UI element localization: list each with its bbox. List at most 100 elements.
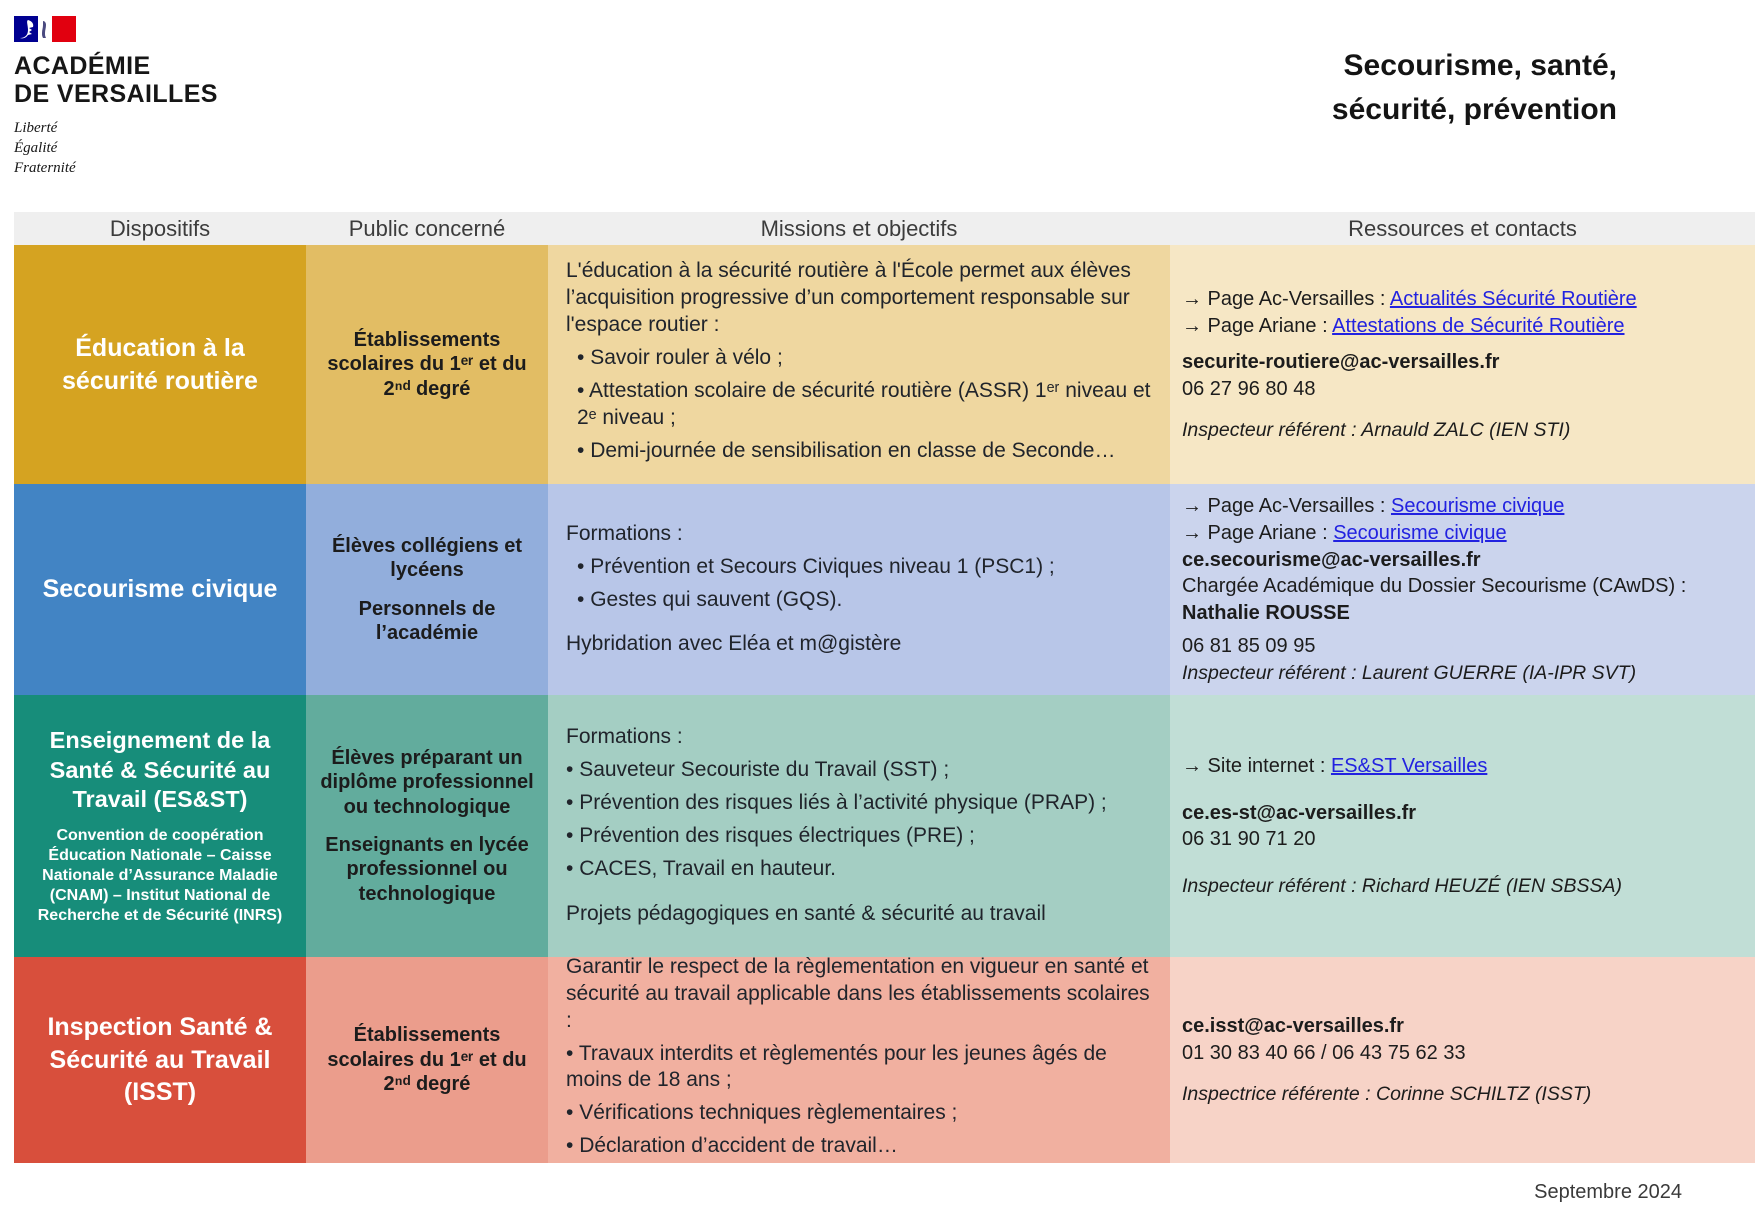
page-title: Secourisme, santé, sécurité, prévention: [1332, 44, 1617, 132]
motto-egalite: Égalité: [14, 139, 58, 156]
academy-name-line1: ACADÉMIE: [14, 52, 151, 80]
link-secourisme-civique-ariane[interactable]: Secourisme civique: [1333, 521, 1507, 544]
cell-r2-missions: Formations : Prévention et Secours Civiq…: [548, 484, 1170, 695]
cell-r2-public: Élèves collégiens et lycéens Personnels …: [306, 484, 548, 695]
contact-link-line: → Site internet : ES&ST Versailles: [1182, 753, 1745, 780]
contact-phone: 06 81 85 09 95: [1182, 635, 1316, 658]
column-header-dispositifs: Dispositifs: [14, 212, 306, 245]
contact-email: securite-routiere@ac-versailles.fr: [1182, 351, 1500, 374]
contact-referent: Inspecteur référent : Arnauld ZALC (IEN …: [1182, 419, 1571, 442]
missions-intro: Formations :: [566, 521, 683, 545]
missions-bullet: Sauveteur Secouriste du Travail (SST) ;: [566, 757, 1154, 784]
column-header-missions: Missions et objectifs: [548, 212, 1170, 245]
row-title: Éducation à la sécurité routière: [62, 334, 258, 395]
page-title-line1: Secourisme, santé,: [1343, 49, 1617, 82]
french-flag-icon: [14, 16, 76, 42]
missions-bullet: Prévention des risques électriques (PRE)…: [566, 823, 1154, 850]
cell-r4-dispositif: Inspection Santé & Sécurité au Travail (…: [14, 957, 306, 1163]
missions-bullet: Vérifications techniques règlementaires …: [566, 1100, 1154, 1127]
row-title: Inspection Santé & Sécurité au Travail (…: [47, 1013, 273, 1107]
contact-link-line: → Page Ariane : Attestations de Sécurité…: [1182, 313, 1745, 340]
cell-r1-missions: L'éducation à la sécurité routière à l'É…: [548, 245, 1170, 484]
contact-link-line: → Page Ariane : Secourisme civique: [1182, 520, 1745, 547]
missions-intro: L'éducation à la sécurité routière à l'É…: [566, 259, 1131, 337]
public-line: Enseignants en lycée professionnel ou te…: [325, 834, 529, 905]
cell-r4-public: Établissements scolaires du 1ᵉʳ et du 2ⁿ…: [306, 957, 548, 1163]
link-prefix: → Page Ariane :: [1182, 521, 1334, 544]
cell-r3-contacts: → Site internet : ES&ST Versailles ce.es…: [1170, 695, 1755, 957]
missions-bullets: Travaux interdits et règlementés pour le…: [566, 1035, 1154, 1163]
cell-r1-public: Établissements scolaires du 1ᵉʳ et du 2ⁿ…: [306, 245, 548, 484]
contact-phone: 06 31 90 71 20: [1182, 828, 1316, 851]
missions-bullets: Sauveteur Secouriste du Travail (SST) ; …: [566, 751, 1154, 889]
contact-email: ce.es-st@ac-versailles.fr: [1182, 801, 1417, 824]
contact-email: ce.secourisme@ac-versailles.fr: [1182, 548, 1481, 571]
column-header-label: Public concerné: [348, 215, 506, 241]
missions-bullet: Prévention des risques liés à l’activité…: [566, 790, 1154, 817]
missions-bullets: Prévention et Secours Civiques niveau 1 …: [566, 548, 1154, 620]
cell-r4-contacts: ce.isst@ac-versailles.fr 01 30 83 40 66 …: [1170, 957, 1755, 1163]
link-prefix: → Site internet :: [1182, 754, 1331, 777]
column-header-label: Missions et objectifs: [760, 215, 958, 241]
contact-phone: 06 27 96 80 48: [1182, 378, 1316, 401]
missions-bullet: Prévention et Secours Civiques niveau 1 …: [577, 554, 1154, 581]
cell-r4-missions: Garantir le respect de la règlementation…: [548, 957, 1170, 1163]
cell-r1-contacts: → Page Ac-Versailles : Actualités Sécuri…: [1170, 245, 1755, 484]
contact-cawds-name: Nathalie ROUSSE: [1182, 602, 1350, 625]
cell-r3-public: Élèves préparant un diplôme professionne…: [306, 695, 548, 957]
missions-intro: Garantir le respect de la règlementation…: [566, 957, 1150, 1032]
contact-referent: Inspecteur référent : Richard HEUZÉ (IEN…: [1182, 875, 1622, 898]
column-header-ressources: Ressources et contacts: [1170, 212, 1755, 245]
cell-r3-dispositif: Enseignement de la Santé & Sécurité au T…: [14, 695, 306, 957]
missions-outro: Hybridation avec Eléa et m@gistère: [566, 632, 902, 656]
contact-phone: 01 30 83 40 66 / 06 43 75 62 33: [1182, 1041, 1466, 1064]
motto-liberte: Liberté: [14, 120, 58, 136]
public-line: Personnels de l’académie: [358, 597, 496, 644]
missions-bullet: Savoir rouler à vélo ;: [577, 345, 1154, 372]
cell-r2-dispositif: Secourisme civique: [14, 484, 306, 695]
missions-bullet: CACES, Travail en hauteur.: [566, 856, 1154, 883]
contact-link-line: → Page Ac-Versailles : Secourisme civiqu…: [1182, 493, 1745, 520]
contact-referent: Inspecteur référent : Laurent GUERRE (IA…: [1182, 661, 1637, 684]
link-attestations-securite-routiere[interactable]: Attestations de Sécurité Routière: [1332, 314, 1625, 337]
column-header-public: Public concerné: [306, 212, 548, 245]
contact-link-line: → Page Ac-Versailles : Actualités Sécuri…: [1182, 286, 1745, 313]
republic-motto: Liberté Égalité Fraternité: [14, 119, 218, 178]
missions-bullet: Attestation scolaire de sécurité routièr…: [577, 378, 1154, 432]
public-line: Élèves collégiens et lycéens: [331, 534, 523, 582]
contact-cawds-label: Chargée Académique du Dossier Secourisme…: [1182, 575, 1687, 598]
public-line: Établissements scolaires du 1ᵉʳ et du 2ⁿ…: [327, 1024, 527, 1096]
footer-date: Septembre 2024: [1534, 1181, 1682, 1203]
academy-name-line2: DE VERSAILLES: [14, 80, 218, 108]
academy-branding: ACADÉMIE DE VERSAILLES Liberté Égalité F…: [14, 16, 218, 178]
page-title-line2: sécurité, prévention: [1331, 93, 1617, 126]
missions-bullets: Savoir rouler à vélo ; Attestation scola…: [566, 339, 1154, 471]
missions-outro: Projets pédagogiques en santé & sécurité…: [566, 901, 1046, 925]
link-secourisme-civique-acversailles[interactable]: Secourisme civique: [1390, 495, 1565, 518]
missions-bullet: Gestes qui sauvent (GQS).: [577, 587, 1154, 614]
link-prefix: → Page Ac-Versailles :: [1182, 287, 1390, 310]
row-subtitle: Convention de coopération Éducation Nati…: [37, 827, 283, 924]
motto-fraternite: Fraternité: [14, 159, 76, 176]
row-title: Secourisme civique: [42, 575, 278, 604]
public-line: Élèves préparant un diplôme professionne…: [320, 746, 534, 818]
link-prefix: → Page Ariane :: [1182, 314, 1333, 337]
link-actualites-securite-routiere[interactable]: Actualités Sécurité Routière: [1389, 287, 1637, 310]
link-prefix: → Page Ac-Versailles :: [1182, 495, 1391, 518]
academy-name: ACADÉMIE DE VERSAILLES: [14, 52, 218, 108]
cell-r2-contacts: → Page Ac-Versailles : Secourisme civiqu…: [1170, 484, 1755, 695]
column-header-label: Dispositifs: [109, 215, 211, 241]
contact-referent: Inspectrice référente : Corinne SCHILTZ …: [1182, 1082, 1592, 1105]
column-header-label: Ressources et contacts: [1348, 215, 1577, 241]
cell-r1-dispositif: Éducation à la sécurité routière: [14, 245, 306, 484]
row-title: Enseignement de la Santé & Sécurité au T…: [49, 727, 271, 813]
missions-intro: Formations :: [566, 725, 683, 749]
missions-bullet: Travaux interdits et règlementés pour le…: [566, 1041, 1154, 1095]
public-line: Établissements scolaires du 1ᵉʳ et du 2ⁿ…: [327, 328, 527, 400]
contact-email: ce.isst@ac-versailles.fr: [1182, 1015, 1404, 1038]
cell-r3-missions: Formations : Sauveteur Secouriste du Tra…: [548, 695, 1170, 957]
missions-bullet: Déclaration d’accident de travail…: [566, 1133, 1154, 1160]
link-esst-versailles[interactable]: ES&ST Versailles: [1330, 754, 1488, 777]
missions-bullet: Demi-journée de sensibilisation en class…: [577, 438, 1154, 465]
